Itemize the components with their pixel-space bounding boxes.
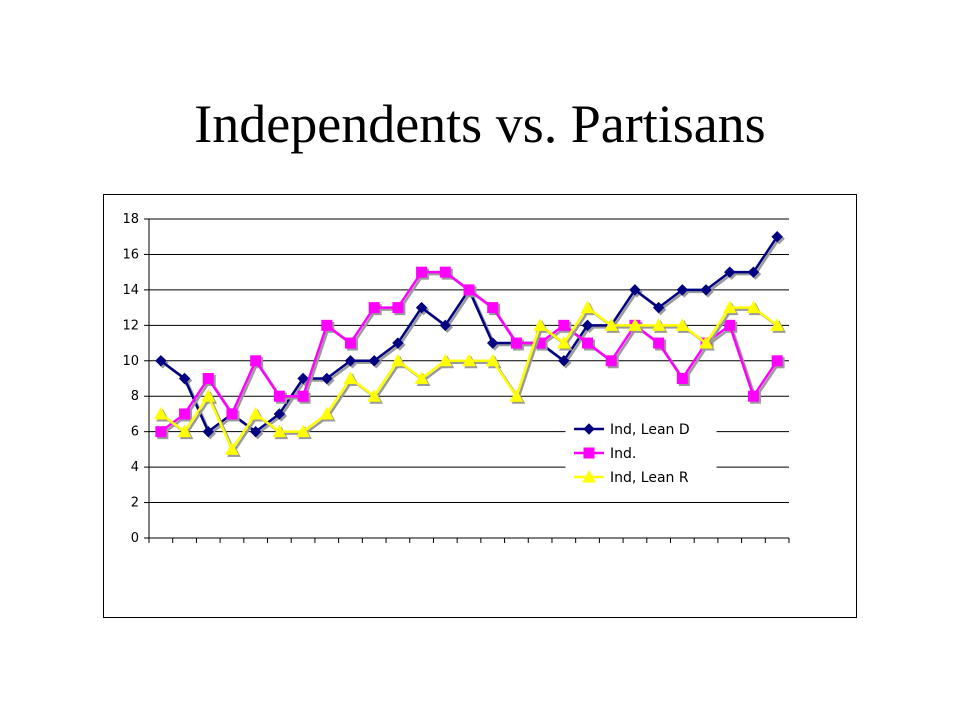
data-point [675,318,690,331]
legend-label: Ind. [610,446,636,462]
data-point [652,301,665,314]
data-point [653,337,665,349]
data-point [202,373,214,384]
data-point [582,337,594,349]
data-point [580,300,595,314]
legend: Ind, Lean D Ind. Ind, Lean R [565,416,717,490]
data-point [558,355,570,367]
data-point [155,355,167,367]
data-point [438,353,453,367]
data-point [297,390,309,402]
data-point [201,389,216,402]
legend-label: Ind, Lean R [610,470,689,486]
data-point [699,336,713,349]
plot-area [149,219,789,538]
y-tick-label: 8 [131,389,139,404]
data-point [770,318,784,331]
data-point [416,266,428,278]
data-point [439,266,451,278]
data-point [367,389,382,402]
data-point [179,408,191,420]
data-point [510,337,522,349]
data-point [249,425,262,438]
data-point [296,424,310,438]
data-point [368,355,380,367]
data-point [321,319,333,331]
data-point [344,337,356,349]
y-tick-label: 12 [122,318,139,333]
legend-marker [583,447,595,459]
data-point [581,319,594,332]
data-point [771,355,783,367]
data-point [297,372,309,385]
data-point [368,302,380,314]
data-point [439,319,452,332]
data-point [605,355,617,367]
data-point [344,355,357,367]
data-point [226,408,238,420]
data-point [273,390,285,402]
data-point [533,318,547,331]
series-3 [154,300,786,457]
data-point [485,353,500,367]
data-point [272,424,287,438]
y-tick-label: 10 [122,354,139,369]
y-tick-label: 14 [122,283,139,298]
data-point [414,371,429,384]
data-point [509,389,524,402]
data-point [202,425,214,438]
series-2 [155,266,785,440]
data-point [486,337,499,349]
data-point [321,372,333,385]
data-point [178,372,191,385]
data-point [556,336,571,349]
data-point [628,318,642,331]
data-point [746,300,761,314]
y-tick-label: 2 [131,496,139,511]
data-point [558,319,570,331]
data-point [177,424,192,438]
data-point [391,353,405,367]
data-point [392,302,404,314]
data-point [250,355,262,367]
data-point [273,408,286,420]
data-point [463,284,475,296]
y-tick-label: 18 [122,212,139,227]
legend-marker [583,423,595,435]
data-point [415,301,428,314]
data-point [676,284,689,296]
data-point [155,426,167,438]
data-point [487,302,499,314]
data-point [154,406,168,420]
data-point [392,337,404,349]
legend-label: Ind, Lean D [610,422,690,438]
data-point [676,373,688,384]
data-point [651,318,666,331]
slide-title: Independents vs. Partisans [194,94,766,154]
y-tick-label: 4 [131,460,139,475]
data-point [722,300,737,314]
y-tick-label: 16 [122,247,139,262]
data-point [319,406,334,420]
data-point [747,266,760,278]
data-point [700,284,712,296]
y-tick-label: 0 [131,531,139,546]
chart-frame: 0 2 4 6 8 10 12 14 16 18 Ind, Lean D Ind. Ind, Lean … [103,194,857,618]
data-point [629,284,641,296]
legend-marker [582,469,596,483]
data-point [462,353,476,367]
data-point [724,319,736,331]
data-point [343,371,358,384]
data-point [604,318,619,331]
y-tick-label: 6 [131,425,139,440]
data-point [747,390,759,402]
data-point [225,442,239,455]
data-point [724,266,736,278]
data-point [248,406,263,420]
data-point [771,231,783,243]
